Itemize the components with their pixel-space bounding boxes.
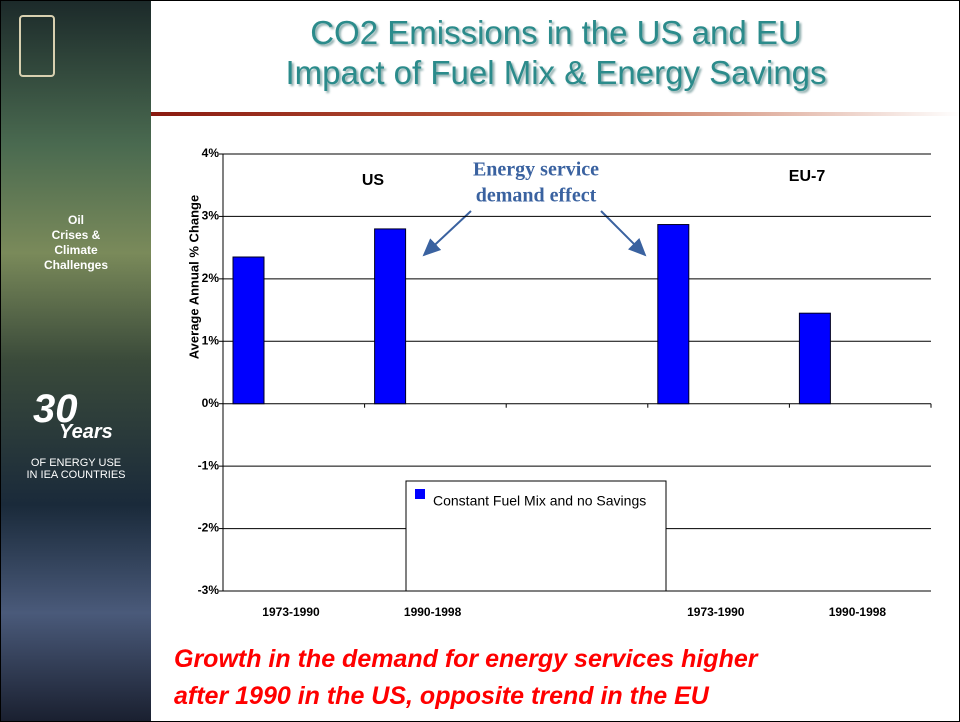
caption: Growth in the demand for energy services… [174,641,757,715]
bar [233,257,264,404]
x-tick-label: 1990-1998 [829,605,887,619]
annotation: US [362,172,385,189]
slide: Oil Crises & Climate Challenges 30 Years… [0,0,960,722]
x-tick-label: 1990-1998 [404,605,462,619]
arrow [601,211,645,255]
y-tick-label: 2% [202,271,220,285]
caption-line: after 1990 in the US, opposite trend in … [174,678,757,715]
annotation: EU-7 [789,168,826,185]
x-tick-label: 1973-1990 [687,605,745,619]
annotation: demand effect [476,185,597,207]
caption-line: Growth in the demand for energy services… [174,641,757,678]
y-tick-label: -2% [198,521,220,535]
legend-label: Constant Fuel Mix and no Savings [433,493,646,509]
y-tick-label: 3% [202,209,220,223]
annotation: Energy service [473,159,599,181]
y-tick-label: -3% [198,583,220,597]
bar [799,313,830,404]
legend-swatch [415,489,425,499]
y-tick-label: 1% [202,333,220,347]
y-tick-label: 4% [202,146,220,160]
arrow [424,211,471,255]
bar [658,225,689,404]
y-tick-label: 0% [202,396,220,410]
y-axis-label: Average Annual % Change [186,195,201,359]
x-tick-label: 1973-1990 [262,605,320,619]
bar [375,229,406,404]
y-tick-label: -1% [198,458,220,472]
chart: Average Annual % Change US EU-7 Energy s… [1,1,959,721]
